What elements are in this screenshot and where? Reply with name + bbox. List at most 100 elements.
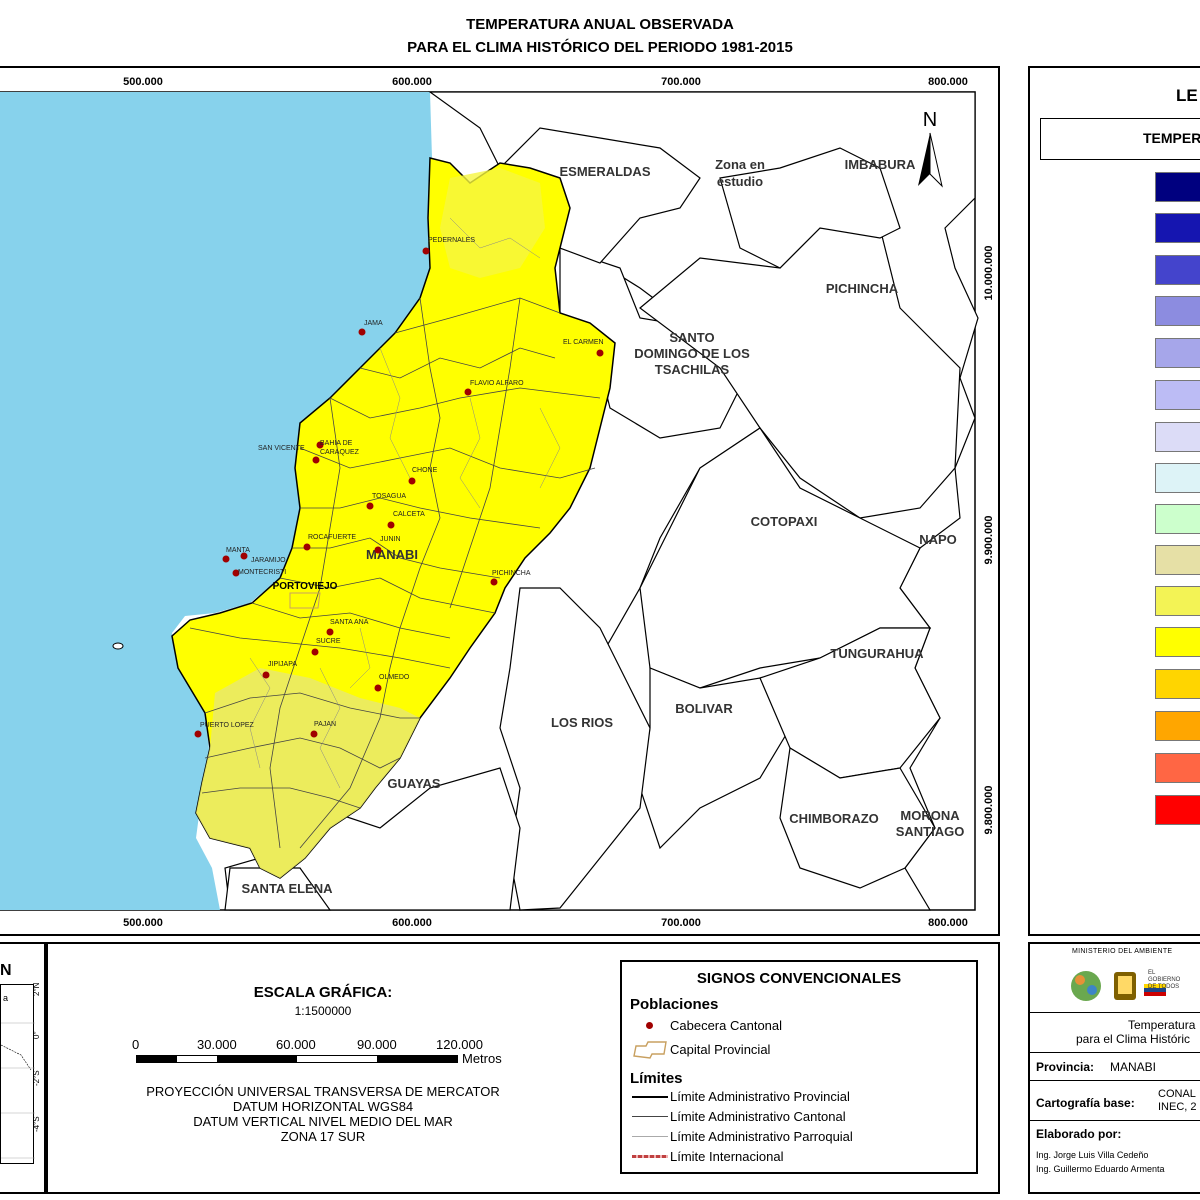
scale-tick: 90.000 (357, 1037, 397, 1052)
town-olmedo: OLMEDO (379, 674, 410, 681)
label-zona-1: Zona en (715, 157, 765, 172)
scale-unit: Metros (462, 1051, 502, 1066)
info-frame: MINISTERIO DEL AMBIENTE EL GOBIERNO DE T… (1028, 942, 1200, 1194)
town-flavio-alfaro: FLAVIO ALFARO (470, 380, 524, 387)
town-bahia-1: BAHIA DE (320, 440, 353, 447)
inset-lat-tick: -2°S (32, 1070, 41, 1086)
gobierno-text: EL GOBIERNO DE TODOS (1148, 970, 1180, 991)
legend-swatch (1155, 627, 1200, 657)
inset-lines (1, 1022, 35, 1159)
legend-swatch (1155, 255, 1200, 285)
inset-label: a (3, 993, 9, 1003)
town-chone: CHONE (412, 467, 438, 474)
label-santo-3: TSACHILAS (655, 362, 730, 377)
info-divider (1030, 1052, 1200, 1053)
projection-line: DATUM VERTICAL NIVEL MEDIO DEL MAR (193, 1114, 453, 1129)
town-pajan: PAJAN (314, 721, 336, 728)
legend-swatch (1155, 504, 1200, 534)
town-el-carmen: EL CARMEN (563, 339, 604, 346)
town-dot (194, 730, 202, 738)
label-zona-2: estudio (717, 174, 763, 189)
neighbour-provinces (224, 91, 979, 911)
town-dot (232, 569, 240, 577)
inset-lat-tick: 2°N (32, 982, 41, 996)
legend-swatch (1155, 753, 1200, 783)
town-san-vicente: SAN VICENTE (258, 445, 305, 452)
inset-letter: N (0, 962, 12, 979)
cantonal-boundaries (189, 297, 601, 849)
legend-heading: LE (1176, 86, 1198, 105)
town-jaramijo: JARAMIJO (251, 557, 286, 564)
y-tick: 9.900.000 (983, 516, 995, 565)
y-tick: 10.000.000 (983, 245, 995, 300)
legend-swatch (1155, 422, 1200, 452)
legend-swatch (1155, 172, 1200, 202)
label-bolivar: BOLIVAR (675, 701, 733, 716)
town-dot (408, 477, 416, 485)
legend-swatch (1155, 711, 1200, 741)
island-shape (112, 642, 124, 650)
legend-swatch (1155, 338, 1200, 368)
projection-block: PROYECCIÓN UNIVERSAL TRANSVERSA DE MERCA… (98, 1084, 548, 1144)
town-dot (303, 543, 311, 551)
cabecera-dot-icon (646, 1022, 653, 1029)
signs-lim-int: Límite Internacional (670, 1149, 784, 1164)
lim-prov-line-icon (632, 1096, 668, 1098)
town-manta: MANTA (226, 547, 250, 554)
gob-line: GOBIERNO (1148, 977, 1181, 983)
legend-swatch (1155, 463, 1200, 493)
x-tick-bottom: 800.000 (928, 917, 968, 929)
label-manabi: MANABI (366, 547, 418, 562)
scale-tick: 120.000 (436, 1037, 483, 1052)
label-morona-1: MORONA (900, 808, 960, 823)
signs-box: SIGNOS CONVENCIONALES Poblaciones Cabece… (620, 960, 978, 1174)
legend-swatch (1155, 213, 1200, 243)
town-dot (316, 441, 324, 449)
projection-line: PROYECCIÓN UNIVERSAL TRANSVERSA DE MERCA… (146, 1084, 500, 1099)
label-santo-2: DOMINGO DE LOS (634, 346, 750, 361)
map-canvas[interactable]: 500.000 600.000 700.000 800.000 500.000 … (0, 68, 998, 934)
x-tick-top: 600.000 (392, 76, 432, 88)
map-title-line1: TEMPERATURA ANUAL OBSERVADA (466, 16, 734, 33)
town-montecristi: MONTECRISTI (238, 569, 286, 576)
author-2: Ing. Guillermo Eduardo Armenta (1036, 1164, 1165, 1174)
signs-poblaciones: Poblaciones (630, 996, 719, 1013)
town-labels: PEDERNALES JAMA EL CARMEN FLAVIO ALFARO … (200, 237, 604, 729)
label-napo: NAPO (919, 532, 957, 547)
x-axis-bottom: 500.000 600.000 700.000 800.000 (123, 917, 968, 929)
x-tick-bottom: 500.000 (123, 917, 163, 929)
town-dot (262, 671, 270, 679)
town-pichincha: PICHINCHA (492, 570, 531, 577)
north-arrow-left-icon (918, 133, 930, 186)
lim-parr-line-icon (632, 1136, 668, 1137)
town-junin: JUNIN (380, 536, 401, 543)
town-dot (422, 247, 430, 255)
signs-heading: SIGNOS CONVENCIONALES (696, 970, 902, 987)
inset-map: a (0, 984, 35, 1164)
provincia-label: Provincia: (1036, 1060, 1095, 1074)
town-dot (358, 328, 366, 336)
label-esmeraldas: ESMERALDAS (559, 164, 650, 179)
gob-line: DE TODOS (1148, 984, 1180, 990)
label-los-rios: LOS RIOS (551, 715, 613, 730)
town-dot (326, 628, 334, 636)
town-dot (240, 552, 248, 560)
projection-line: ZONA 17 SUR (280, 1129, 366, 1144)
town-dot (387, 521, 395, 529)
map-frame: 500.000 600.000 700.000 800.000 500.000 … (0, 66, 1000, 936)
map-title-line2: PARA EL CLIMA HISTÓRICO DEL PERIODO 1981… (407, 39, 793, 56)
inset-lat-tick: 0° (32, 1031, 41, 1039)
y-tick: 9.800.000 (983, 786, 995, 835)
ministry-label: MINISTERIO DEL AMBIENTE (1072, 948, 1173, 955)
scale-tick: 60.000 (276, 1037, 316, 1052)
logos (1071, 971, 1166, 1001)
town-dots (194, 247, 604, 738)
town-dot (366, 502, 374, 510)
scale-tick: 30.000 (197, 1037, 237, 1052)
capital-polygon-icon (633, 1041, 667, 1059)
province-labels: ESMERALDAS Zona en estudio IMBABURA PICH… (242, 157, 965, 896)
lim-int-line-icon (632, 1155, 668, 1158)
north-letter: N (923, 109, 937, 131)
town-dot (310, 730, 318, 738)
info-divider (1030, 1012, 1200, 1013)
